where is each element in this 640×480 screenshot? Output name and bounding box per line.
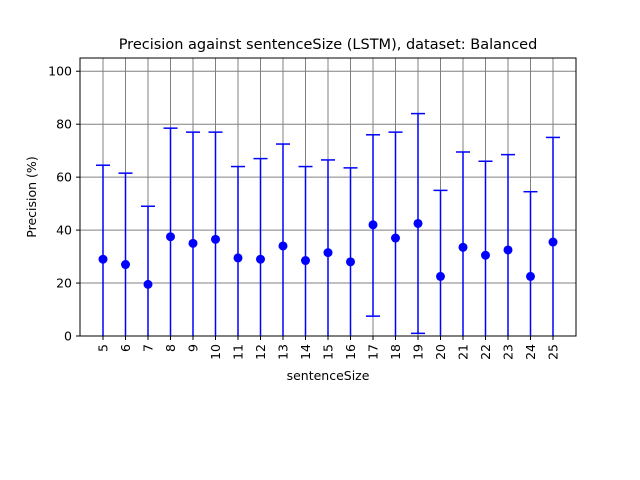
data-point [233, 253, 243, 263]
x-tick-label: 6 [118, 344, 133, 352]
x-tick-label: 25 [546, 344, 561, 360]
data-point [256, 254, 265, 264]
x-tick-label: 24 [523, 344, 538, 360]
data-point [548, 237, 558, 247]
data-point [391, 233, 400, 243]
data-point [143, 279, 153, 289]
x-tick-label: 23 [501, 344, 516, 360]
y-tick-label: 40 [56, 223, 72, 238]
x-tick-label: 8 [163, 344, 178, 352]
data-point [346, 257, 355, 267]
data-point [368, 220, 378, 230]
x-tick-label: 21 [456, 344, 471, 360]
data-point [166, 232, 175, 242]
data-point [436, 271, 445, 281]
data-point [211, 234, 220, 244]
x-tick-label: 18 [388, 344, 403, 360]
chart-title: Precision against sentenceSize (LSTM), d… [119, 37, 538, 53]
y-tick-label: 20 [56, 276, 72, 291]
y-axis-ticks: 0 20 40 60 80 100 [48, 64, 80, 344]
x-axis-ticks: 5 6 7 8 9 10 11 12 13 14 15 16 17 18 19 20 21 22 23 24 25 [96, 336, 561, 360]
x-tick-label: 10 [208, 344, 223, 360]
data-point [121, 260, 130, 270]
x-tick-label: 7 [141, 344, 156, 352]
x-axis-label: sentenceSize [287, 368, 370, 383]
x-tick-label: 13 [276, 344, 291, 360]
x-tick-label: 11 [231, 344, 246, 360]
data-point [503, 245, 513, 255]
x-tick-label: 12 [253, 344, 268, 360]
y-tick-label: 0 [64, 329, 72, 344]
y-tick-label: 100 [48, 64, 72, 79]
data-point [98, 254, 108, 264]
y-axis-label: Precision (%) [24, 156, 39, 237]
data-point [188, 238, 198, 248]
x-tick-label: 16 [343, 344, 358, 360]
x-tick-label: 9 [186, 344, 201, 352]
data-points [98, 218, 558, 289]
x-tick-label: 5 [96, 344, 111, 352]
x-tick-label: 14 [298, 344, 313, 360]
data-point [323, 248, 333, 258]
data-point [278, 241, 288, 251]
data-point [301, 256, 310, 266]
y-tick-label: 60 [56, 170, 72, 185]
error-bars [96, 112, 560, 336]
x-tick-label: 17 [366, 344, 381, 360]
y-tick-label: 80 [56, 117, 72, 132]
data-point [526, 271, 535, 281]
x-tick-label: 20 [433, 344, 448, 360]
data-point [481, 250, 490, 260]
data-point [413, 218, 423, 228]
x-tick-label: 22 [478, 344, 493, 360]
x-tick-label: 15 [321, 344, 336, 360]
x-tick-label: 19 [411, 344, 426, 360]
data-point [458, 242, 468, 252]
